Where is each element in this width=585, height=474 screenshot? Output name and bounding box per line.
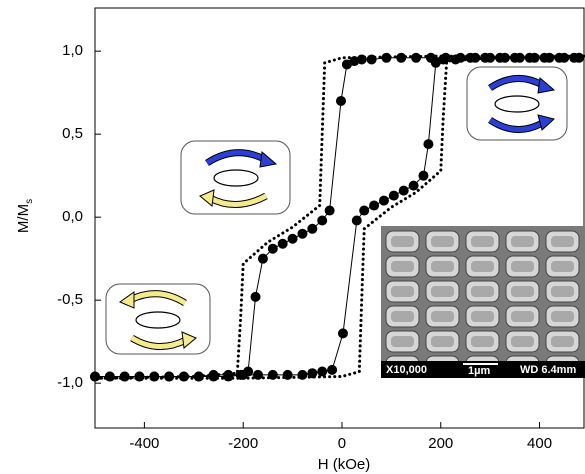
sem-cell-core: [471, 286, 494, 297]
data-point: [409, 181, 419, 191]
data-point: [336, 96, 346, 106]
sem-working-distance: WD 6.4mm: [520, 364, 576, 376]
data-point: [317, 215, 327, 225]
y-axis-label: M/Ms: [15, 199, 35, 233]
sem-cell-core: [511, 236, 534, 247]
data-point: [307, 224, 317, 234]
data-point: [399, 186, 409, 196]
data-point: [554, 53, 564, 63]
sem-cell-core: [431, 286, 454, 297]
x-tick-label: -400: [129, 435, 159, 452]
data-point: [342, 59, 352, 69]
y-tick-label: -1,0: [57, 374, 83, 391]
data-point: [369, 201, 379, 211]
data-point: [278, 239, 288, 249]
sem-cell-core: [471, 336, 494, 347]
sem-magnification: X10,000: [386, 364, 427, 376]
y-tick-label: 0,5: [62, 125, 83, 142]
sem-cell-core: [471, 311, 494, 322]
y-tick-label: -0,5: [57, 291, 83, 308]
sem-cell-core: [511, 286, 534, 297]
sem-cell-core: [551, 336, 574, 347]
sem-cell-core: [511, 336, 534, 347]
data-point: [352, 215, 362, 225]
chart: -400 -200 0 200 400 -1,0 -0,5 0,0 0,5 1,0 H (kOe)…: [0, 0, 585, 474]
y-tick-label: 1,0: [62, 42, 83, 59]
sem-cell-core: [471, 236, 494, 247]
inset-icon: [467, 67, 567, 140]
data-point: [268, 244, 278, 254]
data-point: [327, 365, 337, 375]
data-point: [359, 206, 369, 216]
sem-cell-core: [511, 261, 534, 272]
data-point: [338, 328, 348, 338]
x-tick-label: 0: [338, 435, 346, 452]
sem-scale: 1µm: [468, 365, 490, 377]
sem-cell-core: [431, 236, 454, 247]
x-tick-label: 200: [428, 435, 453, 452]
inset-icon: [181, 141, 290, 214]
sem-inset: X10,000 1µm WD 6.4mm: [381, 226, 585, 378]
x-tick-label: 400: [527, 435, 552, 452]
data-point: [379, 196, 389, 206]
data-point: [105, 372, 115, 382]
sem-cell-core: [551, 261, 574, 272]
sem-cell-core: [431, 261, 454, 272]
data-point: [569, 53, 579, 63]
inset-icon: [106, 284, 210, 354]
sem-cell-core: [431, 336, 454, 347]
data-point: [389, 191, 399, 201]
data-point: [251, 292, 261, 302]
data-point: [325, 206, 335, 216]
sem-cell-core: [391, 311, 414, 322]
data-point: [423, 139, 433, 149]
sem-cell-core: [431, 311, 454, 322]
y-label-main: M/M: [15, 204, 32, 233]
data-point: [418, 171, 428, 181]
sem-cell-core: [391, 261, 414, 272]
data-point: [297, 229, 307, 239]
sem-cell-core: [471, 261, 494, 272]
sem-cell-core: [551, 311, 574, 322]
data-point: [465, 53, 475, 63]
data-point: [209, 372, 219, 382]
data-point: [317, 367, 327, 377]
data-point: [258, 254, 268, 264]
sem-cell-core: [551, 286, 574, 297]
sem-cell-core: [551, 236, 574, 247]
y-tick-label: 0,0: [62, 208, 83, 225]
x-axis-label: H (kOe): [318, 456, 371, 473]
sem-cell-core: [511, 311, 534, 322]
sem-cell-core: [391, 286, 414, 297]
sem-cell-core: [391, 336, 414, 347]
data-point: [288, 234, 298, 244]
y-label-sub: s: [24, 199, 35, 204]
sem-cell-core: [391, 236, 414, 247]
x-tick-label: -200: [228, 435, 258, 452]
